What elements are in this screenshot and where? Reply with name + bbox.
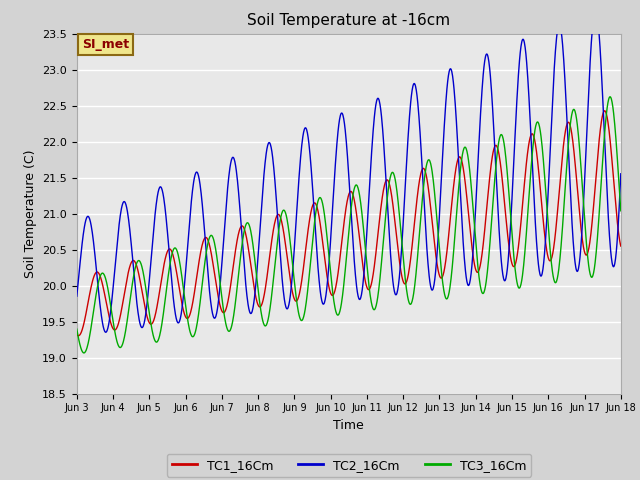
- Legend: TC1_16Cm, TC2_16Cm, TC3_16Cm: TC1_16Cm, TC2_16Cm, TC3_16Cm: [166, 454, 531, 477]
- Text: SI_met: SI_met: [82, 38, 129, 51]
- X-axis label: Time: Time: [333, 419, 364, 432]
- Y-axis label: Soil Temperature (C): Soil Temperature (C): [24, 149, 36, 278]
- Title: Soil Temperature at -16cm: Soil Temperature at -16cm: [247, 13, 451, 28]
